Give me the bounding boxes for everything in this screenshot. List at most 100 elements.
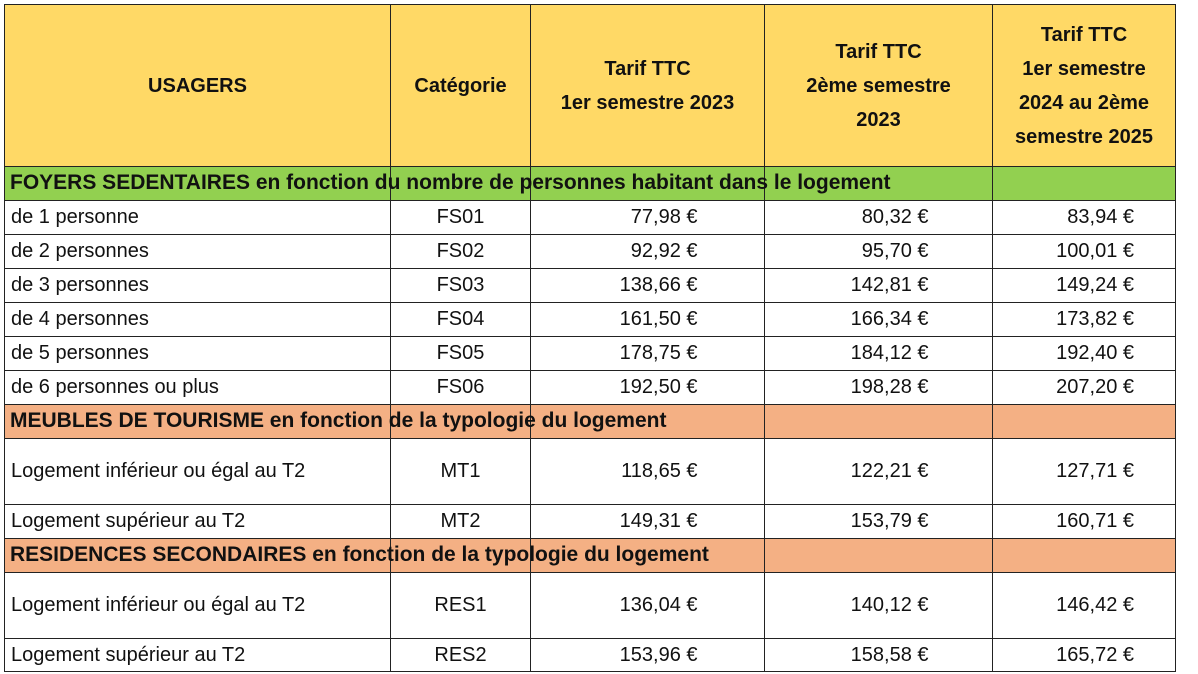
price-value: 192,40 € [1056,342,1134,364]
usager-cell: Logement supérieur au T2 [4,504,390,538]
price-cell: 178,75 € [530,336,764,370]
categorie-cell: FS05 [390,336,530,370]
tariff-table: USAGERS Catégorie Tarif TTC 1er semestre 20… [4,4,1176,672]
column-header-line: Tarif TTC [604,57,691,80]
column-header-line: 2023 [856,108,901,131]
price-cell: 153,96 € [530,638,764,672]
table-row: de 4 personnes FS04 161,50 € 166,34 € 173,82… [4,302,1176,336]
usager-cell: de 2 personnes [4,234,390,268]
price-value: 92,92 € [630,240,698,262]
price-value: 80,32 € [861,206,929,228]
price-cell: 158,58 € [764,638,992,672]
usager-cell: de 3 personnes [4,268,390,302]
usager-cell: Logement inférieur ou égal au T2 [4,438,390,504]
price-value: 95,70 € [861,240,929,262]
price-value: 153,96 € [619,643,698,666]
price-value: 192,50 € [619,376,698,398]
price-value: 178,75 € [619,342,698,364]
section-cell [4,404,390,438]
price-value: 207,20 € [1056,376,1134,398]
price-value: 149,31 € [619,510,698,532]
categorie-cell: MT1 [390,438,530,504]
table-row: de 1 personne FS01 77,98 € 80,32 € 83,94 € [4,200,1176,234]
table-row: Logement supérieur au T2 MT2 149,31 € 153,7… [4,504,1176,538]
usager-cell: de 5 personnes [4,336,390,370]
categorie-cell: FS03 [390,268,530,302]
table-row: de 2 personnes FS02 92,92 € 95,70 € 100,01 € [4,234,1176,268]
usager-cell: de 1 personne [4,200,390,234]
price-value: 161,50 € [619,308,698,330]
categorie-cell: RES1 [390,572,530,638]
section-cell [992,538,1176,572]
section-cell [4,166,390,200]
column-header-line: Tarif TTC [835,40,922,63]
section-cell [390,166,530,200]
section-cell [992,404,1176,438]
column-header-tarif-2023-s1: Tarif TTC 1er semestre 2023 [530,4,764,166]
price-value: 100,01 € [1056,240,1134,262]
price-cell: 184,12 € [764,336,992,370]
price-value: 146,42 € [1056,594,1134,616]
price-value: 149,24 € [1056,274,1134,296]
usager-cell: Logement supérieur au T2 [4,638,390,672]
price-cell: 118,65 € [530,438,764,504]
price-cell: 80,32 € [764,200,992,234]
section-row: MEUBLES DE TOURISME en fonction de la ty… [4,404,1176,438]
table-row: Logement inférieur ou égal au T2 MT1 118,6… [4,438,1176,504]
price-cell: 100,01 € [992,234,1176,268]
table-row: de 3 personnes FS03 138,66 € 142,81 € 149,24… [4,268,1176,302]
price-value: 83,94 € [1067,206,1134,228]
column-header-line: semestre 2025 [1015,125,1153,148]
price-value: 165,72 € [1056,643,1134,666]
price-cell: 92,92 € [530,234,764,268]
price-value: 198,28 € [850,376,929,398]
price-cell: 146,42 € [992,572,1176,638]
section-cell [4,538,390,572]
price-cell: 192,40 € [992,336,1176,370]
price-cell: 192,50 € [530,370,764,404]
price-cell: 166,34 € [764,302,992,336]
usager-cell: de 6 personnes ou plus [4,370,390,404]
price-value: 142,81 € [850,274,929,296]
price-cell: 127,71 € [992,438,1176,504]
section-cell [764,404,992,438]
section-cell [390,404,530,438]
categorie-cell: MT2 [390,504,530,538]
table-row: Logement inférieur ou égal au T2 RES1 136,… [4,572,1176,638]
price-cell: 153,79 € [764,504,992,538]
price-value: 140,12 € [850,594,929,616]
price-cell: 140,12 € [764,572,992,638]
price-value: 127,71 € [1056,460,1134,482]
section-cell [764,538,992,572]
usager-cell: de 4 personnes [4,302,390,336]
column-header-line: 1er semestre [1022,57,1146,80]
price-cell: 160,71 € [992,504,1176,538]
column-header-usagers: USAGERS [4,4,390,166]
price-value: 184,12 € [850,342,929,364]
categorie-cell: FS06 [390,370,530,404]
price-cell: 83,94 € [992,200,1176,234]
price-value: 166,34 € [850,308,929,330]
price-value: 160,71 € [1056,510,1134,532]
section-row: RESIDENCES SECONDAIRES en fonction de la… [4,538,1176,572]
column-header-tarif-2024-2025: Tarif TTC 1er semestre 2024 au 2ème semestr… [992,4,1176,166]
section-cell [530,404,764,438]
price-cell: 142,81 € [764,268,992,302]
section-cell [530,538,764,572]
price-value: 136,04 € [619,594,698,616]
price-cell: 173,82 € [992,302,1176,336]
table-row: Logement supérieur au T2 RES2 153,96 € 158,… [4,638,1176,672]
column-header-line: 1er semestre 2023 [560,91,735,114]
categorie-cell: RES2 [390,638,530,672]
table-row: de 5 personnes FS05 178,75 € 184,12 € 192,40… [4,336,1176,370]
section-cell [530,166,764,200]
column-header-tarif-2023-s2: Tarif TTC 2ème semestre 2023 [764,4,992,166]
column-header-line: 2ème semestre [806,74,951,97]
price-cell: 165,72 € [992,638,1176,672]
price-value: 158,58 € [850,643,929,666]
section-cell [992,166,1176,200]
section-cell [764,166,992,200]
column-header-line: 2024 au 2ème [1018,91,1150,114]
price-cell: 138,66 € [530,268,764,302]
price-value: 122,21 € [850,460,929,482]
